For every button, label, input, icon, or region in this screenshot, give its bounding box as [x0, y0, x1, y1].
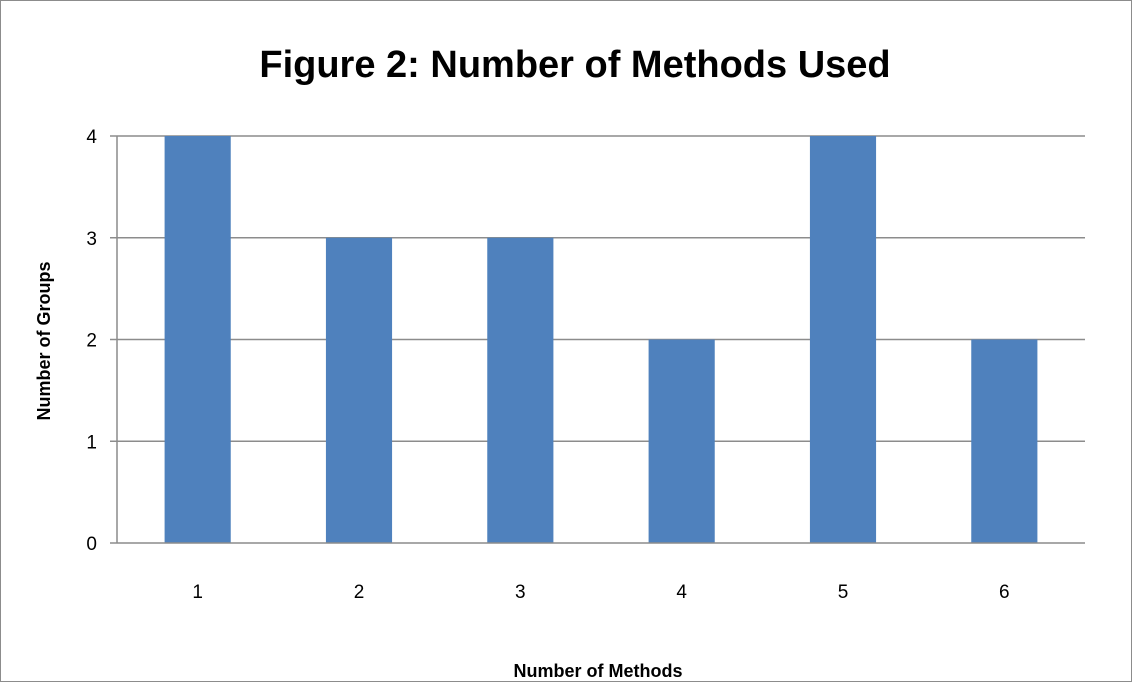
y-tick-label: 1	[86, 432, 97, 453]
x-tick-label: 5	[838, 582, 849, 603]
chart-title: Figure 2: Number of Methods Used	[259, 44, 890, 86]
y-tick-labels: 0 1 2 3 4	[86, 127, 97, 555]
y-axis-title: Number of Groups	[34, 261, 54, 420]
bar-1	[164, 136, 231, 543]
x-tick-label: 4	[676, 582, 687, 603]
y-tick-label: 0	[86, 534, 97, 555]
x-tick-label: 1	[192, 582, 203, 603]
y-tick-label: 2	[86, 331, 97, 352]
bar-4	[648, 339, 715, 543]
bar-5	[809, 136, 877, 543]
bar-2	[325, 237, 393, 543]
bar-3	[487, 237, 554, 543]
x-axis-title: Number of Methods	[514, 661, 683, 681]
x-tick-label: 3	[515, 582, 526, 603]
bar-6	[971, 339, 1038, 543]
y-tick-label: 4	[86, 127, 97, 148]
bars	[164, 136, 1038, 543]
gridlines	[110, 135, 1085, 544]
x-tick-label: 2	[354, 582, 365, 603]
axes	[116, 136, 1085, 544]
x-tick-labels: 1 2 3 4 5 6	[192, 582, 1009, 603]
x-tick-label: 6	[999, 582, 1010, 603]
y-tick-label: 3	[86, 229, 97, 250]
